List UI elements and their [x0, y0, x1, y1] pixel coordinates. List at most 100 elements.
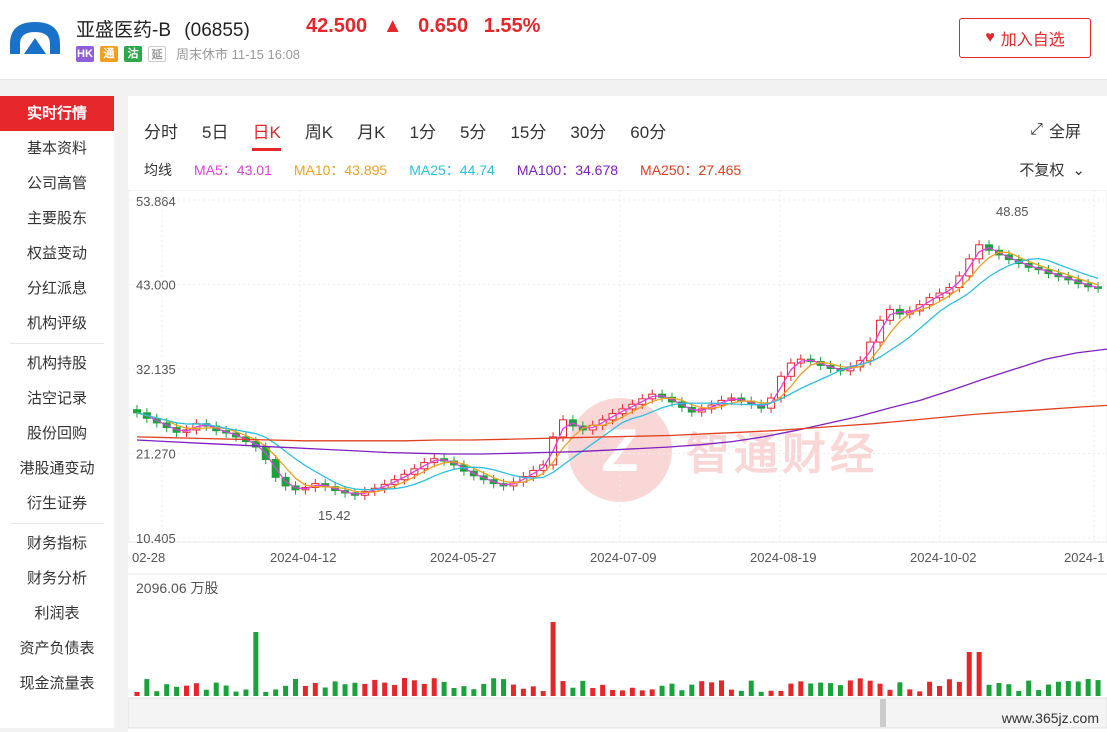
volume-bar [421, 683, 427, 696]
expand-icon: ⤢ [1030, 121, 1043, 138]
volume-bar [996, 683, 1002, 696]
candle-body [1094, 286, 1103, 289]
price-line: 42.500 ▲ 0.650 1.55% [306, 15, 550, 38]
volume-bar [302, 685, 308, 696]
volume-bar [431, 678, 437, 696]
tab-15min[interactable]: 15分 [510, 123, 547, 142]
tab-weekly-k[interactable]: 周K [304, 123, 334, 142]
sidebar-item-ratings[interactable]: 机构评级 [26, 315, 87, 332]
volume-bar [847, 680, 853, 696]
fullscreen-label: 全屏 [1048, 124, 1081, 141]
up-arrow-icon: ▲ [382, 15, 403, 37]
add-watchlist-button[interactable]: ♥ 加入自选 [959, 18, 1091, 58]
volume-bar [719, 680, 725, 696]
volume-bar [530, 686, 536, 696]
chart-panel: 分时 5日 日K 周K 月K 1分 5分 15分 30分 60分 ⤢ 全屏 均线… [128, 96, 1107, 732]
sidebar-item-cashflow[interactable]: 现金流量表 [19, 675, 95, 692]
sidebar-item-institutional[interactable]: 机构持股 [26, 355, 87, 372]
volume-bar [828, 683, 834, 696]
kline-chart[interactable]: 53.864 43.000 32.135 21.270 10.405 02-28 2024-… [128, 190, 1107, 732]
x-tick-label: 2024-07-09 [590, 550, 657, 565]
tag-short: 沽 [124, 45, 142, 62]
volume-bar [382, 682, 388, 696]
tag-hk: HK [76, 45, 94, 62]
volume-bar [352, 682, 358, 696]
volume-bar [471, 689, 477, 696]
volume-bar [619, 690, 625, 696]
volume-bar [986, 684, 992, 696]
ma10-value: MA10：43.895 [293, 162, 388, 178]
volume-bar [283, 685, 289, 696]
tab-intraday[interactable]: 分时 [144, 123, 178, 142]
fullscreen-button[interactable]: ⤢ 全屏 [1030, 118, 1081, 142]
tab-1min[interactable]: 1分 [409, 123, 436, 142]
sidebar-item-buyback[interactable]: 股份回购 [26, 425, 87, 442]
volume-bar [332, 681, 338, 696]
volume-bar [183, 685, 189, 696]
volume-bar [441, 681, 447, 696]
sidebar-item-shareholders[interactable]: 主要股东 [26, 210, 87, 227]
x-tick-label: 2024-05-27 [430, 550, 497, 565]
sidebar-item-equity-change[interactable]: 权益变动 [26, 245, 87, 262]
volume-bar [392, 684, 398, 696]
volume-bar [907, 689, 913, 696]
volume-bar [292, 679, 298, 696]
ma250-line [136, 404, 1107, 442]
volume-bar [877, 683, 883, 696]
volume-bar [897, 682, 903, 696]
volume-bar [709, 682, 715, 696]
volume-bar [768, 690, 774, 696]
volume-bar [164, 684, 170, 696]
ma5-line [136, 246, 1099, 495]
volume-bar [174, 686, 180, 696]
tab-60min[interactable]: 60分 [630, 123, 667, 142]
ma100-value: MA100：34.678 [516, 162, 619, 178]
sidebar-item-derivatives[interactable]: 衍生证券 [26, 495, 87, 512]
tab-5min[interactable]: 5分 [459, 123, 487, 142]
volume-bar [411, 680, 417, 696]
ma5-value: MA5：43.01 [194, 162, 272, 178]
sidebar-item-income[interactable]: 利润表 [34, 605, 80, 622]
volume-bar [966, 652, 972, 696]
sidebar-item-realtime[interactable]: 实时行情 [0, 96, 114, 131]
sidebar-item-fin-analysis[interactable]: 财务分析 [26, 570, 87, 587]
tab-monthly-k[interactable]: 月K [357, 123, 386, 142]
x-tick-label: 2024-04-12 [270, 550, 337, 565]
volume-bar [808, 683, 814, 696]
sidebar-item-executives[interactable]: 公司高管 [26, 175, 87, 192]
volume-bar [1036, 690, 1042, 696]
volume-bar [956, 681, 962, 696]
volume-bar [669, 683, 675, 696]
volume-bar [887, 689, 893, 696]
volume-bar [461, 686, 467, 696]
adjustment-label: 不复权 [1019, 162, 1065, 179]
tab-5day[interactable]: 5日 [202, 123, 229, 142]
volume-bar [639, 690, 645, 696]
sidebar-item-basic-info[interactable]: 基本资料 [26, 140, 87, 157]
sidebar-item-fin-indicators[interactable]: 财务指标 [26, 535, 87, 552]
volume-bar [501, 679, 507, 696]
volume-bar [1085, 679, 1091, 696]
x-tick-label: 2024-08-19 [750, 550, 817, 565]
range-navigator [128, 697, 1107, 729]
sidebar-item-balance[interactable]: 资产负债表 [19, 640, 95, 657]
volume-bar [867, 680, 873, 696]
sidebar-item-dividends[interactable]: 分红派息 [26, 280, 87, 297]
volume-bar [590, 688, 596, 696]
volume-bar [679, 690, 685, 696]
ma25-value: MA25：44.74 [409, 162, 495, 178]
adjustment-select[interactable]: 不复权 ⌄ [1019, 159, 1085, 180]
volume-bar [253, 632, 259, 696]
tab-30min[interactable]: 30分 [570, 123, 607, 142]
sidebar-item-connect-change[interactable]: 港股通变动 [19, 460, 95, 477]
sidebar-item-short-selling[interactable]: 沽空记录 [26, 390, 87, 407]
volume-bar [976, 652, 982, 696]
candle-body [132, 409, 141, 414]
volume-bar [728, 689, 734, 696]
stock-name: 亚盛医药-B [76, 20, 172, 41]
volume-bar [659, 685, 665, 696]
tab-daily-k[interactable]: 日K [252, 118, 282, 151]
y-tick-label: 43.000 [136, 277, 176, 292]
y-tick-label: 53.864 [136, 194, 176, 209]
volume-bar [600, 684, 606, 696]
